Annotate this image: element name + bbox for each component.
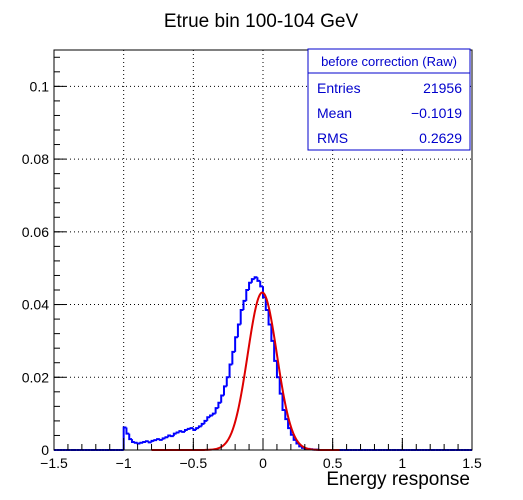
stats-mean-label: Mean [317, 105, 352, 121]
stats-entries-label: Entries [317, 80, 361, 96]
histogram-bin [267, 310, 272, 326]
histogram-bin [242, 299, 247, 310]
y-tick-label: 0.02 [22, 369, 49, 385]
histogram-bin [222, 385, 227, 396]
histogram-bin [220, 394, 224, 403]
fit-curve-layer [151, 291, 340, 451]
stats-mean-value: −0.1019 [411, 105, 462, 121]
grid-lines [54, 50, 472, 450]
x-tick-label: 1 [398, 455, 406, 471]
x-tick-label: −1 [116, 455, 132, 471]
x-tick-label: 1.5 [462, 455, 482, 471]
x-tick-label: −1.5 [40, 455, 68, 471]
histogram-layer [54, 277, 472, 451]
histogram-bin [150, 439, 155, 443]
histogram-bin [183, 429, 188, 432]
histogram-bin [128, 433, 133, 441]
histogram-bin [234, 336, 238, 352]
histogram-bin [289, 428, 294, 436]
histogram-bin [225, 376, 230, 387]
y-tick-label: 0.08 [22, 151, 49, 167]
histogram-bin [256, 277, 261, 282]
histogram-bin [273, 340, 277, 362]
histogram-bin [125, 427, 130, 435]
histogram-bin [278, 377, 283, 395]
y-tick-label: 0.06 [22, 224, 49, 240]
histogram-bin [133, 441, 138, 444]
stats-box: before correction (Raw) Entries 21956 Me… [307, 48, 471, 151]
histogram-bin [228, 363, 233, 378]
histogram-bin [248, 281, 252, 290]
histogram-bin [236, 323, 241, 338]
histogram-bin [170, 435, 174, 438]
histogram-bin [211, 412, 216, 416]
histogram-bin [250, 278, 255, 283]
x-tick-label: 0 [259, 455, 267, 471]
y-tick-label: 0.04 [22, 297, 49, 313]
gaussian-fit-curve [151, 291, 340, 451]
stats-rms-label: RMS [317, 130, 348, 146]
chart-title: Etrue bin 100-104 GeV [164, 11, 359, 32]
histogram-bin [186, 427, 191, 430]
histogram-bin [164, 436, 169, 439]
stats-entries-value: 21956 [423, 80, 462, 96]
x-tick-label: 0.5 [323, 455, 343, 471]
histogram-bin [209, 414, 213, 418]
histogram-bin [172, 432, 177, 437]
histogram-bin [175, 431, 180, 434]
histogram-bin [217, 401, 222, 409]
x-axis-title: Energy response [326, 469, 470, 490]
histogram-bin [147, 441, 152, 444]
histogram-bin [161, 437, 166, 440]
stats-box-name: before correction (Raw) [321, 54, 457, 69]
histogram-bin [245, 289, 250, 301]
histogram-bin [203, 419, 208, 424]
histogram-bin [200, 422, 205, 427]
histogram-bin [270, 324, 275, 342]
y-tick-label: 0 [41, 442, 49, 458]
histogram-bin [195, 427, 199, 430]
y-tick-label: 0.1 [30, 78, 50, 94]
histogram-bin [231, 350, 236, 365]
histogram-bin [142, 441, 146, 443]
histogram-bin [214, 407, 219, 414]
histogram-bin [153, 439, 158, 442]
x-axis-ticks: −1.5 −1 −0.5 0 0.5 1 1.5 [40, 438, 482, 471]
histogram-bin [131, 439, 135, 443]
histogram-bin [197, 425, 202, 429]
histogram-bin [139, 441, 144, 444]
histogram-bin [259, 280, 263, 288]
stats-box-frame [307, 48, 471, 151]
stats-rms-value: 0.2629 [419, 130, 462, 146]
histogram-bin [239, 309, 244, 325]
y-axis-ticks: 0 0.02 0.04 0.06 0.08 0.1 [22, 56, 66, 458]
histogram-bin [136, 442, 141, 445]
histogram-bin [206, 416, 211, 421]
x-tick-label: −0.5 [180, 455, 208, 471]
